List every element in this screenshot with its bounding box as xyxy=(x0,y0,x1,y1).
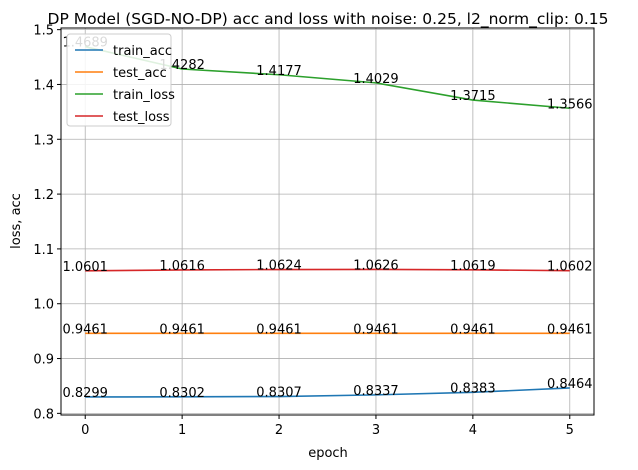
x-tick-label: 4 xyxy=(469,423,477,438)
data-label-test_loss: 1.0602 xyxy=(547,260,593,275)
data-label-train_loss: 1.4177 xyxy=(256,64,302,79)
x-tick-label: 0 xyxy=(81,423,89,438)
y-tick-label: 1.1 xyxy=(33,243,54,258)
y-axis-label: loss, acc xyxy=(9,193,24,249)
y-tick-label: 1.2 xyxy=(33,188,54,203)
plot-frame xyxy=(60,27,595,416)
y-tick-label: 1.0 xyxy=(33,298,54,313)
y-tick-label: 0.9 xyxy=(33,353,54,368)
chart-title: DP Model (SGD-NO-DP) acc and loss with n… xyxy=(48,10,609,29)
data-label-test_acc: 0.9461 xyxy=(62,322,108,337)
y-tick-label: 1.4 xyxy=(33,78,54,93)
data-label-train_acc: 0.8464 xyxy=(547,377,593,392)
data-label-train_acc: 0.8302 xyxy=(159,386,205,401)
data-label-test_acc: 0.9461 xyxy=(450,322,496,337)
data-label-test_acc: 0.9461 xyxy=(159,322,205,337)
data-label-train_acc: 0.8383 xyxy=(450,381,496,396)
y-tick-label: 0.8 xyxy=(33,407,54,422)
data-label-train_acc: 0.8307 xyxy=(256,386,302,401)
x-tick-label: 1 xyxy=(178,423,186,438)
data-label-test_loss: 1.0626 xyxy=(353,258,399,273)
x-tick-label: 3 xyxy=(372,423,380,438)
data-label-test_loss: 1.0616 xyxy=(159,259,205,274)
data-label-test_loss: 1.0601 xyxy=(62,260,108,275)
data-label-test_acc: 0.9461 xyxy=(353,322,399,337)
data-label-test_loss: 1.0624 xyxy=(256,259,302,274)
y-tick-label: 1.5 xyxy=(33,24,54,39)
data-label-train_loss: 1.3715 xyxy=(450,89,496,104)
data-label-test_acc: 0.9461 xyxy=(547,322,593,337)
series-line-train_acc xyxy=(85,387,570,398)
legend-label-train_acc: train_acc xyxy=(113,44,172,59)
axis-ticks: 0 1 2 3 4 5 0.8 0.9 1.0 1.1 1.2 1.3 1.4 1.5 xyxy=(33,24,574,438)
data-label-train_loss: 1.3566 xyxy=(547,97,593,112)
series-line-test_loss xyxy=(85,268,570,272)
data-label-train_acc: 0.8337 xyxy=(353,384,399,399)
x-tick-label: 2 xyxy=(275,423,283,438)
data-label-train_loss: 1.4029 xyxy=(353,72,399,87)
legend-label-train_loss: train_loss xyxy=(113,88,175,103)
grid xyxy=(61,28,594,415)
legend-box xyxy=(66,33,172,127)
x-axis-label: epoch xyxy=(308,446,348,461)
y-tick-label: 1.3 xyxy=(33,133,54,148)
data-label-train_acc: 0.8299 xyxy=(62,386,108,401)
x-tick-label: 5 xyxy=(566,423,574,438)
data-label-test_loss: 1.0619 xyxy=(450,259,496,274)
legend-label-test_acc: test_acc xyxy=(113,66,167,81)
data-label-test_acc: 0.9461 xyxy=(256,322,302,337)
legend-label-test_loss: test_loss xyxy=(113,110,170,125)
legend: train_acc test_acc train_loss test_loss xyxy=(66,33,175,127)
